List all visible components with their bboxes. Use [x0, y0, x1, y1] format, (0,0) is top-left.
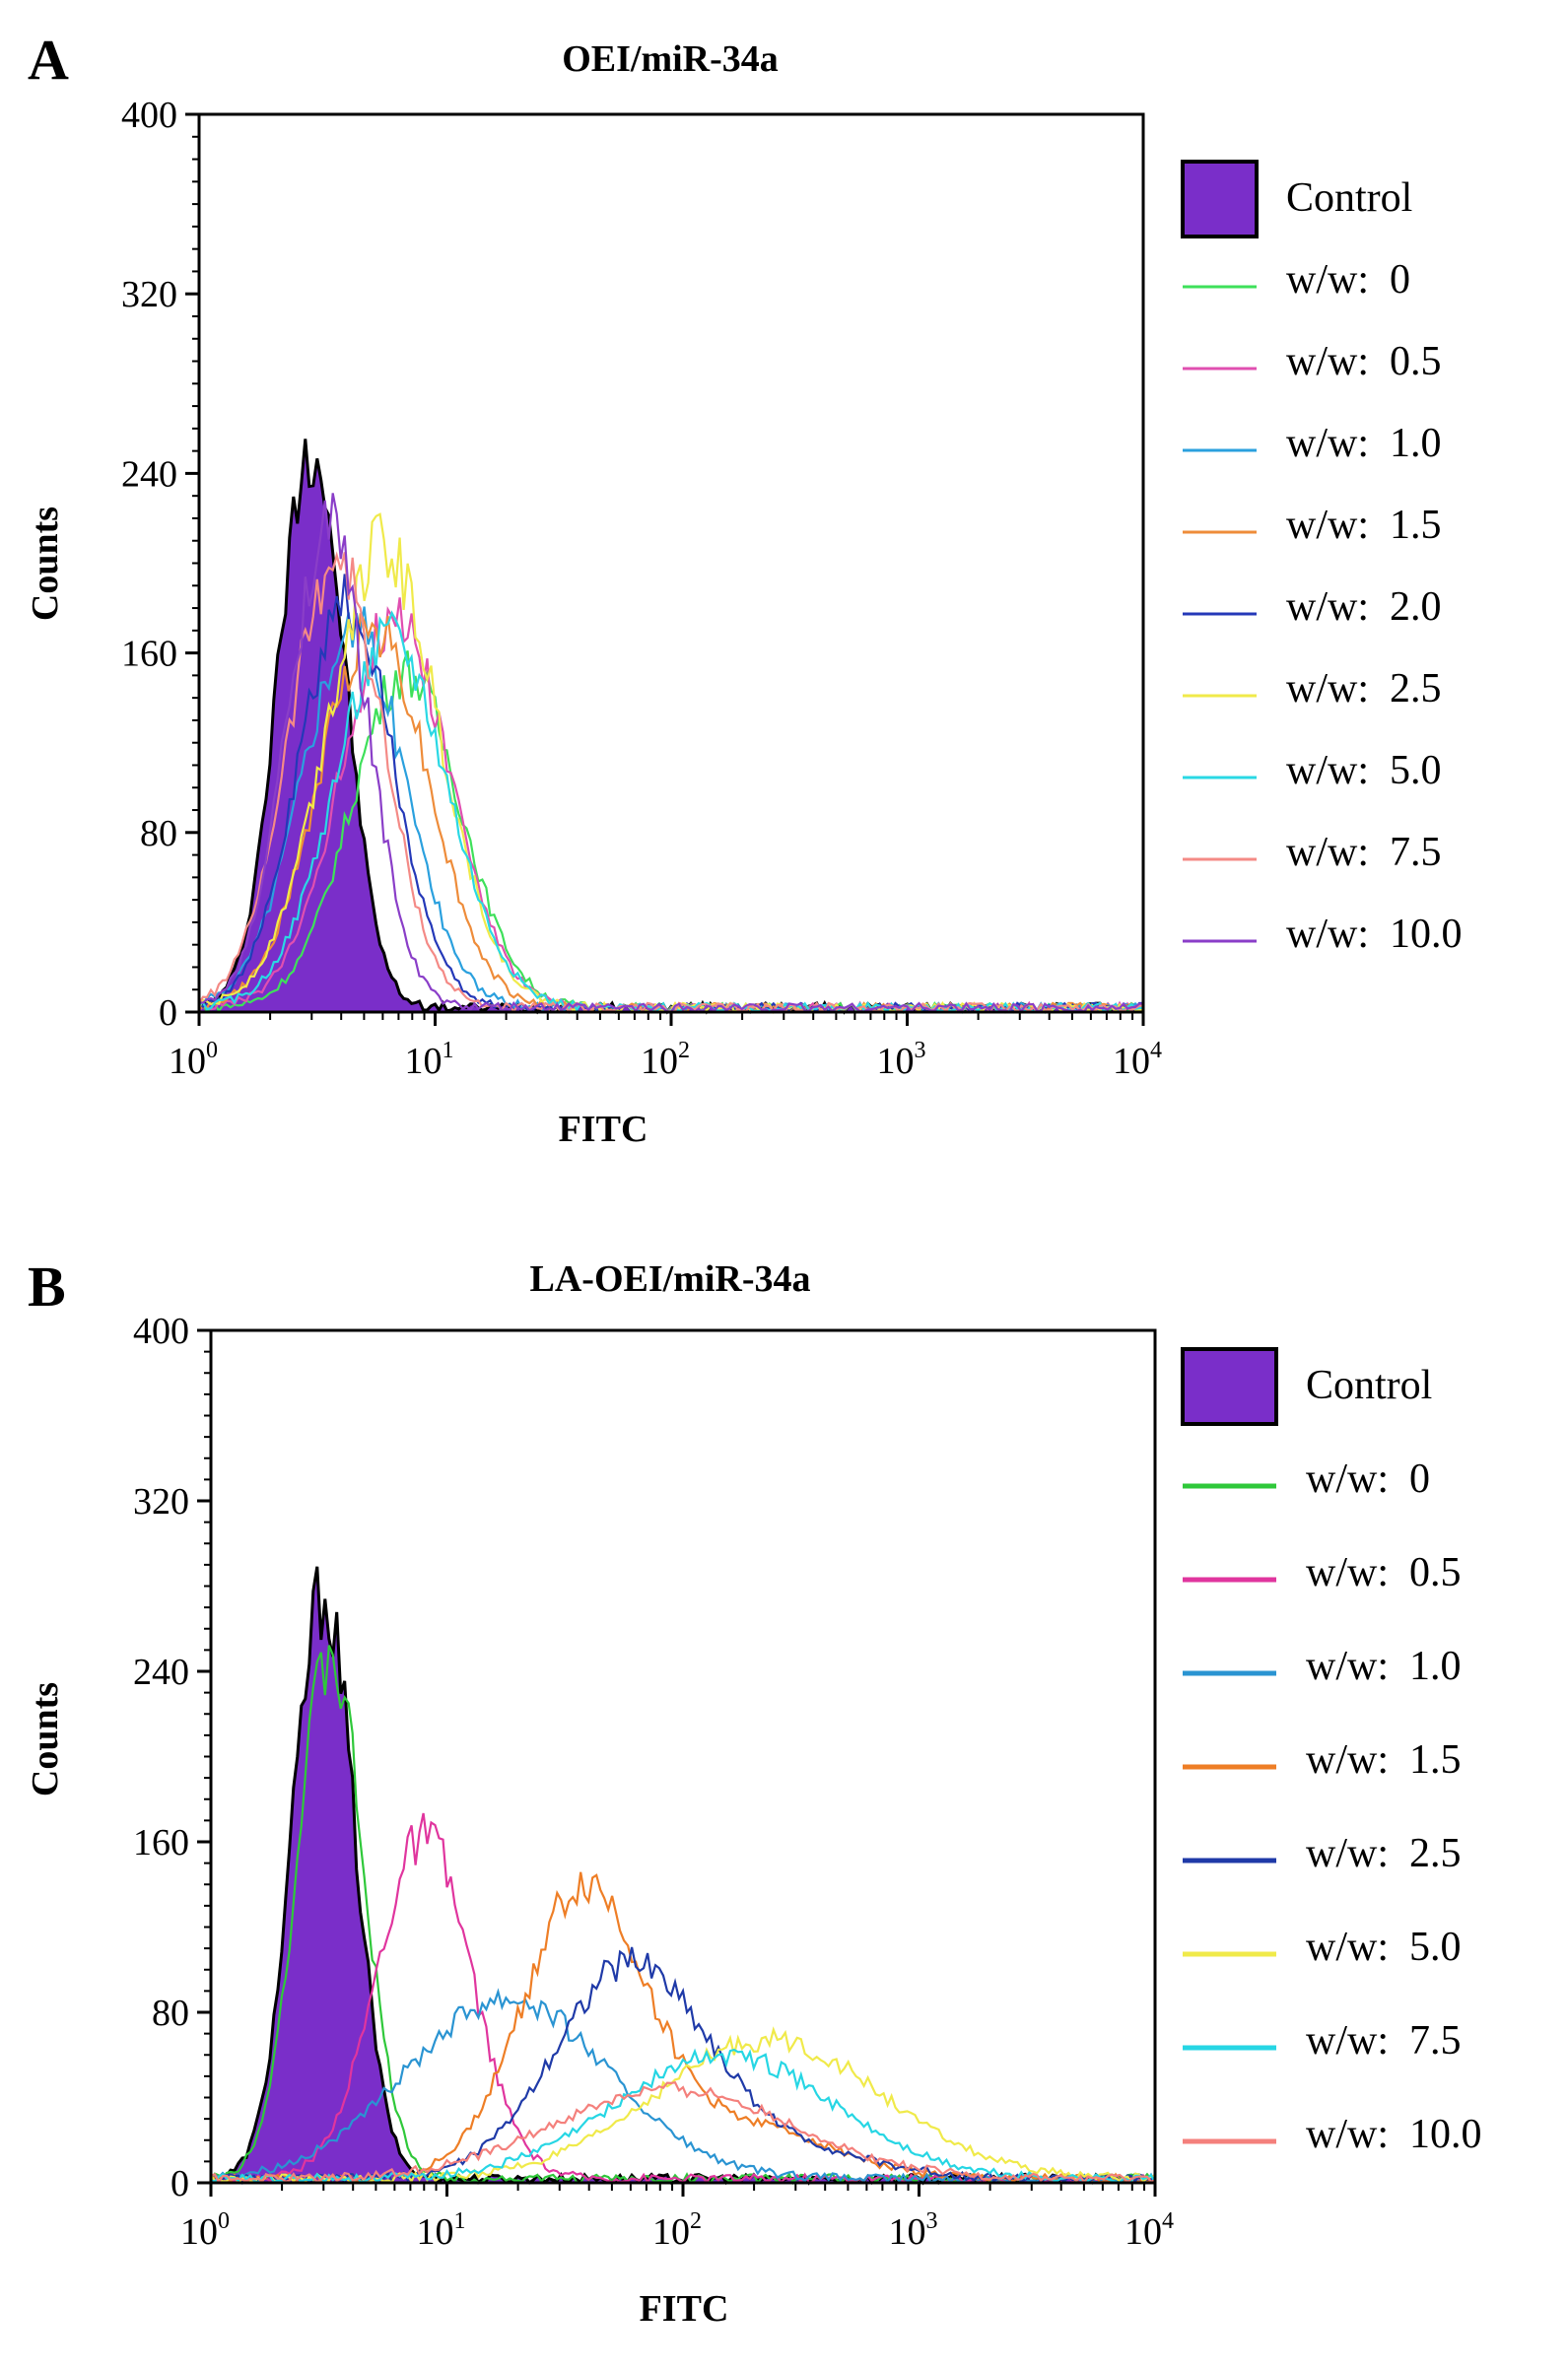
x-tick-label: 104 [1125, 2208, 1174, 2253]
y-tick-label: 400 [121, 95, 177, 136]
legend-label: w/w: 5.0 [1306, 1925, 1462, 1970]
x-tick-label: 103 [877, 1038, 926, 1082]
x-axis-a: 100 101 102 103 104 [169, 1012, 1162, 1082]
histogram-trace-b-7 [210, 2048, 1156, 2185]
y-tick-label: 160 [121, 634, 177, 675]
histogram-trace-b-8 [210, 2080, 1156, 2185]
legend-label: w/w: 7.5 [1286, 830, 1442, 875]
x-axis-label-a: FITC [559, 1109, 648, 1150]
legend-label: w/w: 10.0 [1286, 912, 1463, 957]
x-tick-label: 100 [180, 2208, 230, 2253]
chart-title-b: LA-OEI/miR-34a [530, 1258, 811, 1300]
y-tick-label: 80 [140, 813, 177, 854]
y-tick-label: 80 [152, 1993, 189, 2034]
legend-label: w/w: 0 [1286, 257, 1410, 303]
x-axis-label-b: FITC [640, 2288, 729, 2330]
y-tick-label: 160 [133, 1822, 189, 1863]
y-tick-label: 320 [121, 274, 177, 315]
x-tick-label: 102 [641, 1038, 690, 1082]
y-axis-a: 0 80 160 240 320 400 [121, 95, 199, 1034]
histogram-control-b [209, 1566, 1157, 2186]
legend-swatch-control [1181, 160, 1259, 238]
legend-swatch-control [1181, 1347, 1278, 1426]
x-tick-label: 101 [417, 2208, 466, 2253]
x-axis-b: 100 101 102 103 104 [180, 2183, 1174, 2253]
x-tick-label: 104 [1113, 1038, 1162, 1082]
y-tick-label: 240 [121, 453, 177, 495]
legend-label: w/w: 1.5 [1306, 1737, 1462, 1783]
legend-label: w/w: 2.0 [1286, 584, 1442, 630]
legend-label: w/w: 0 [1306, 1456, 1430, 1502]
y-tick-label: 0 [170, 2163, 189, 2204]
x-tick-label: 102 [652, 2208, 702, 2253]
legend-label: w/w: 1.0 [1286, 421, 1442, 466]
y-tick-label: 400 [133, 1311, 189, 1352]
panel-letter-b: B [28, 1254, 66, 1319]
legend-label: Control [1306, 1363, 1432, 1408]
legend-label: w/w: 1.0 [1306, 1644, 1462, 1689]
plot-area-a [197, 439, 1145, 1015]
legend-label: w/w: 2.5 [1286, 666, 1442, 711]
plot-area-b [209, 1566, 1157, 2186]
y-tick-label: 320 [133, 1481, 189, 1523]
x-tick-label: 100 [169, 1038, 218, 1082]
x-tick-label: 103 [889, 2208, 938, 2253]
legend-label: w/w: 10.0 [1306, 2112, 1482, 2157]
y-axis-b: 0 80 160 240 320 400 [133, 1311, 211, 2204]
legend-a: Control w/w: 0 w/w: 0.5 w/w: 1.0 w/w: 1.5 w/w… [1181, 160, 1463, 957]
legend-label: Control [1286, 175, 1412, 221]
legend-label: w/w: 0.5 [1286, 339, 1442, 384]
chart-title-a: OEI/miR-34a [562, 38, 779, 80]
legend-label: w/w: 2.5 [1306, 1831, 1462, 1876]
y-axis-label-b: Counts [25, 1682, 66, 1796]
panel-letter-a: A [28, 28, 69, 92]
legend-label: w/w: 7.5 [1306, 2018, 1462, 2064]
legend-label: w/w: 1.5 [1286, 503, 1442, 548]
legend-b: Control w/w: 0 w/w: 0.5 w/w: 1.0 w/w: 1.5 w/w… [1181, 1347, 1482, 2157]
x-tick-label: 101 [405, 1038, 454, 1082]
legend-label: w/w: 5.0 [1286, 748, 1442, 793]
y-tick-label: 240 [133, 1652, 189, 1693]
y-tick-label: 0 [159, 992, 177, 1034]
histogram-control-a [197, 439, 1145, 1015]
y-axis-label-a: Counts [25, 507, 66, 621]
legend-label: w/w: 0.5 [1306, 1550, 1462, 1595]
